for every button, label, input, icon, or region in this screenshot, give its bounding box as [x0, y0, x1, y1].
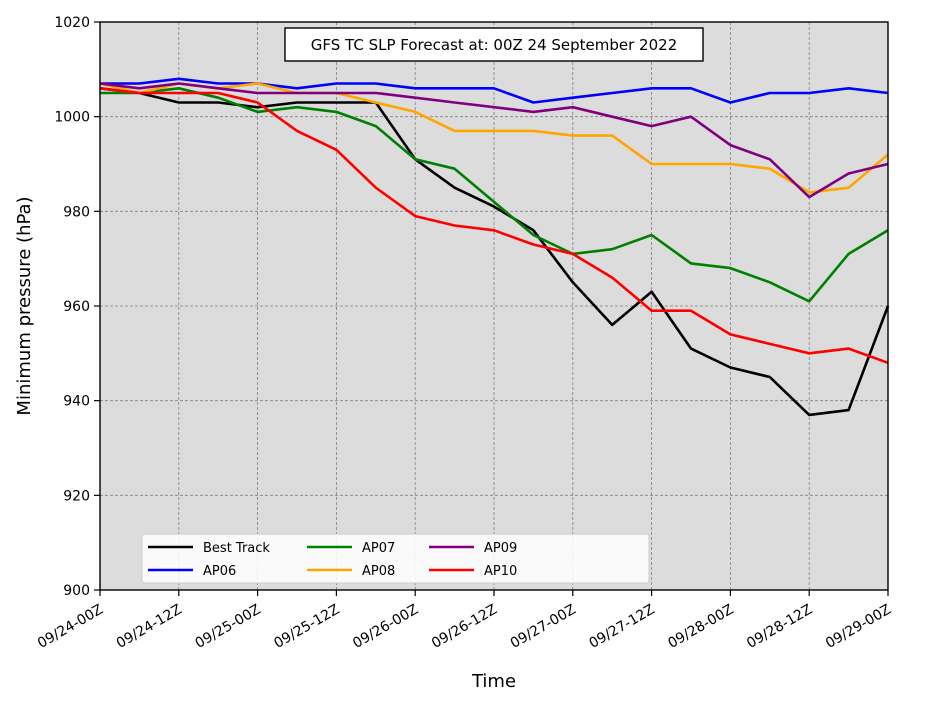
legend-label-ap09: AP09: [484, 541, 517, 556]
series-line-ap08: [99, 82, 889, 194]
chart-title: GFS TC SLP Forecast at: 00Z 24 September…: [311, 36, 677, 54]
series-line-ap10: [99, 87, 889, 365]
y-tick-label: 980: [63, 204, 90, 220]
y-tick-label: 900: [63, 583, 90, 599]
y-tick-label: 960: [63, 299, 90, 315]
legend-box: [141, 533, 650, 584]
series-line-ap06: [100, 77, 889, 104]
y-tick-label: 1020: [54, 15, 90, 31]
x-axis-title: Time: [471, 671, 516, 692]
title-box-frame: [284, 27, 704, 62]
series-line-ap09: [99, 82, 889, 199]
y-tick-label: 1000: [54, 110, 90, 126]
y-axis-title: Minimum pressure (hPa): [14, 196, 35, 415]
legend: Best Track AP06 AP07 AP08 AP09 AP10: [141, 533, 650, 584]
legend-label-best-track: Best Track: [203, 541, 270, 556]
legend-label-ap10: AP10: [484, 564, 517, 579]
legend-label-ap08: AP08: [362, 564, 395, 579]
chart-title-box: GFS TC SLP Forecast at: 00Z 24 September…: [284, 27, 704, 62]
y-tick-label: 920: [63, 488, 90, 504]
series-line-best-track: [99, 87, 890, 417]
series-line-ap07: [100, 87, 889, 303]
legend-label-ap06: AP06: [203, 564, 236, 579]
y-tick-label: 940: [63, 394, 90, 410]
legend-label-ap07: AP07: [362, 541, 395, 556]
series-lines: [99, 77, 890, 417]
